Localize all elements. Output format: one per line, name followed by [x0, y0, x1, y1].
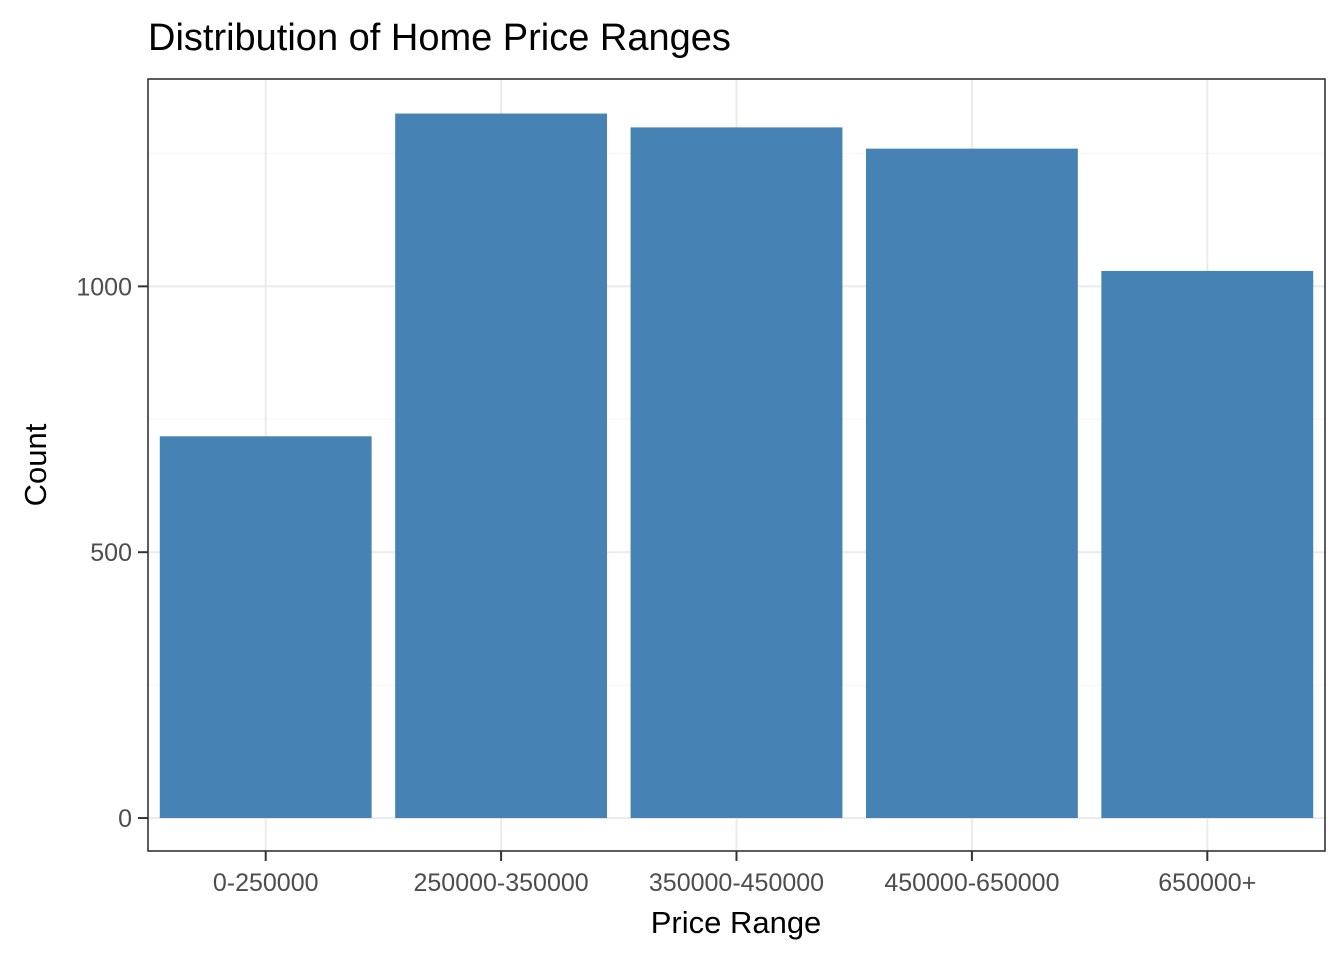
x-axis: 0-250000 250000-350000 350000-450000 450000…	[213, 851, 1256, 897]
x-tick-label: 650000+	[1158, 869, 1256, 897]
y-tick-label: 500	[90, 539, 132, 567]
bar	[1101, 270, 1314, 819]
x-tick-label: 0-250000	[213, 869, 319, 897]
x-tick-label: 450000-650000	[884, 869, 1059, 897]
chart-title: Distribution of Home Price Ranges	[148, 17, 731, 59]
bar	[630, 127, 843, 819]
bar	[395, 113, 608, 819]
x-tick-label: 350000-450000	[649, 869, 824, 897]
y-tick-label: 1000	[76, 273, 132, 301]
y-axis-title: Count	[18, 423, 53, 506]
bars	[159, 113, 1314, 819]
x-tick-label: 250000-350000	[414, 869, 589, 897]
y-tick-label: 0	[118, 805, 132, 833]
bar	[865, 148, 1078, 819]
y-axis: 0 500 1000	[76, 273, 148, 833]
bar	[159, 436, 372, 819]
x-axis-title: Price Range	[651, 905, 822, 940]
